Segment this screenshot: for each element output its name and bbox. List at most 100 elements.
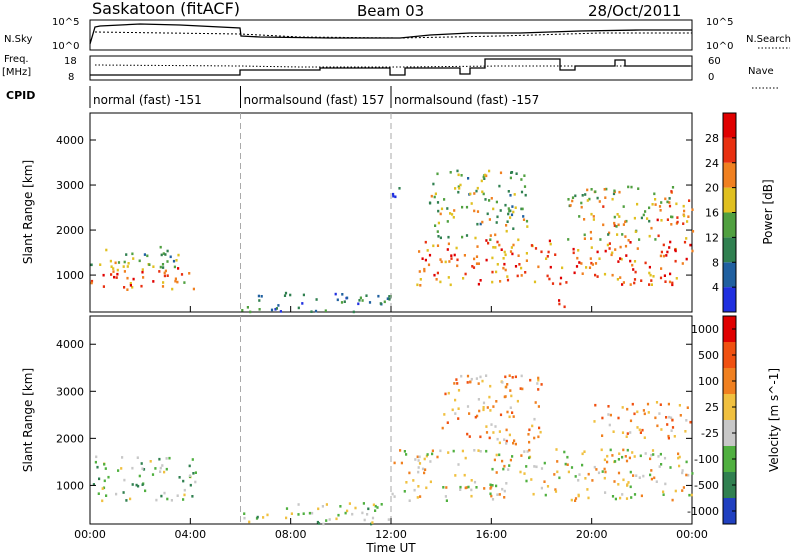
data-cell [589,257,592,260]
data-cell [596,275,599,278]
data-cell [636,247,639,250]
colorbar-tick-label: 8 [712,256,719,269]
data-cell [510,213,514,217]
data-cell [90,281,93,285]
data-cell [635,474,638,477]
data-cell [576,256,579,260]
power-data-cells [90,113,695,314]
data-cell [687,473,690,477]
data-cell [534,247,538,250]
power-y-label: Slant Range [km] [21,160,35,264]
data-cell [536,382,539,385]
data-cell [129,282,132,285]
data-cell [626,448,629,452]
data-cell [669,466,672,469]
data-cell [171,287,174,291]
data-cell [117,261,121,264]
data-cell [663,274,666,277]
data-cell [619,496,622,500]
data-cell [670,416,673,420]
data-cell [563,305,566,309]
data-cell [609,413,612,417]
data-cell [163,271,166,275]
data-cell [487,241,490,245]
data-cell [633,281,636,285]
data-cell [454,398,457,402]
data-cell [629,283,632,286]
data-cell [374,504,377,508]
data-cell [398,187,401,190]
data-cell [565,281,568,284]
data-cell [188,464,191,468]
colorbar-tick-label: -1000 [687,505,719,518]
data-cell [556,460,559,463]
data-cell [168,456,171,460]
data-cell [505,439,508,443]
data-cell [421,467,425,471]
data-cell [504,375,507,379]
data-cell [633,493,637,496]
data-cell [537,405,540,408]
data-cell [500,248,503,251]
data-cell [159,245,162,249]
data-cell [670,429,673,432]
data-cell [172,259,176,263]
data-cell [607,413,610,416]
data-cell [504,253,507,257]
data-cell [418,270,421,273]
x-tick-label: 00:00 [74,528,106,541]
data-cell [503,250,506,254]
data-cell [505,428,508,432]
data-cell [641,428,644,432]
data-cell [301,302,304,305]
data-cell [554,490,558,493]
data-cell [511,411,514,414]
data-cell [629,259,632,263]
data-cell [514,265,518,268]
data-cell [667,434,670,438]
data-cell [392,194,395,198]
data-cell [485,258,488,262]
data-cell [650,477,653,481]
y-tick-label: 2000 [56,432,84,445]
data-cell [580,262,583,265]
data-cell [561,266,564,270]
data-cell [534,401,537,404]
data-cell [496,437,499,441]
data-cell [546,274,549,278]
data-cell [632,268,635,271]
data-cell [551,282,555,285]
data-cell [520,207,523,211]
data-cell [183,281,186,284]
data-cell [614,460,617,463]
data-cell [511,376,514,379]
data-cell [434,224,437,227]
data-cell [602,205,605,208]
data-cell [650,226,653,230]
data-cell [488,169,491,173]
data-cell [446,220,449,223]
data-cell [191,495,194,498]
data-cell [604,249,607,253]
data-cell [302,293,305,297]
data-cell [643,412,646,416]
data-cell [188,474,192,477]
data-cell [437,235,440,238]
data-cell [470,202,473,205]
data-cell [587,496,590,500]
data-cell [488,218,491,221]
data-cell [656,218,659,222]
data-cell [515,172,518,175]
data-cell [457,407,460,410]
data-cell [483,177,486,180]
data-cell [430,194,433,198]
data-cell [633,260,637,263]
data-cell [540,486,543,490]
data-cell [98,477,101,481]
data-cell [648,234,651,238]
nsky-label: N.Sky [4,34,32,45]
data-cell [112,267,115,270]
data-cell [419,278,422,281]
data-cell [629,470,632,474]
freq-tick-bottom: 8 [68,72,74,83]
